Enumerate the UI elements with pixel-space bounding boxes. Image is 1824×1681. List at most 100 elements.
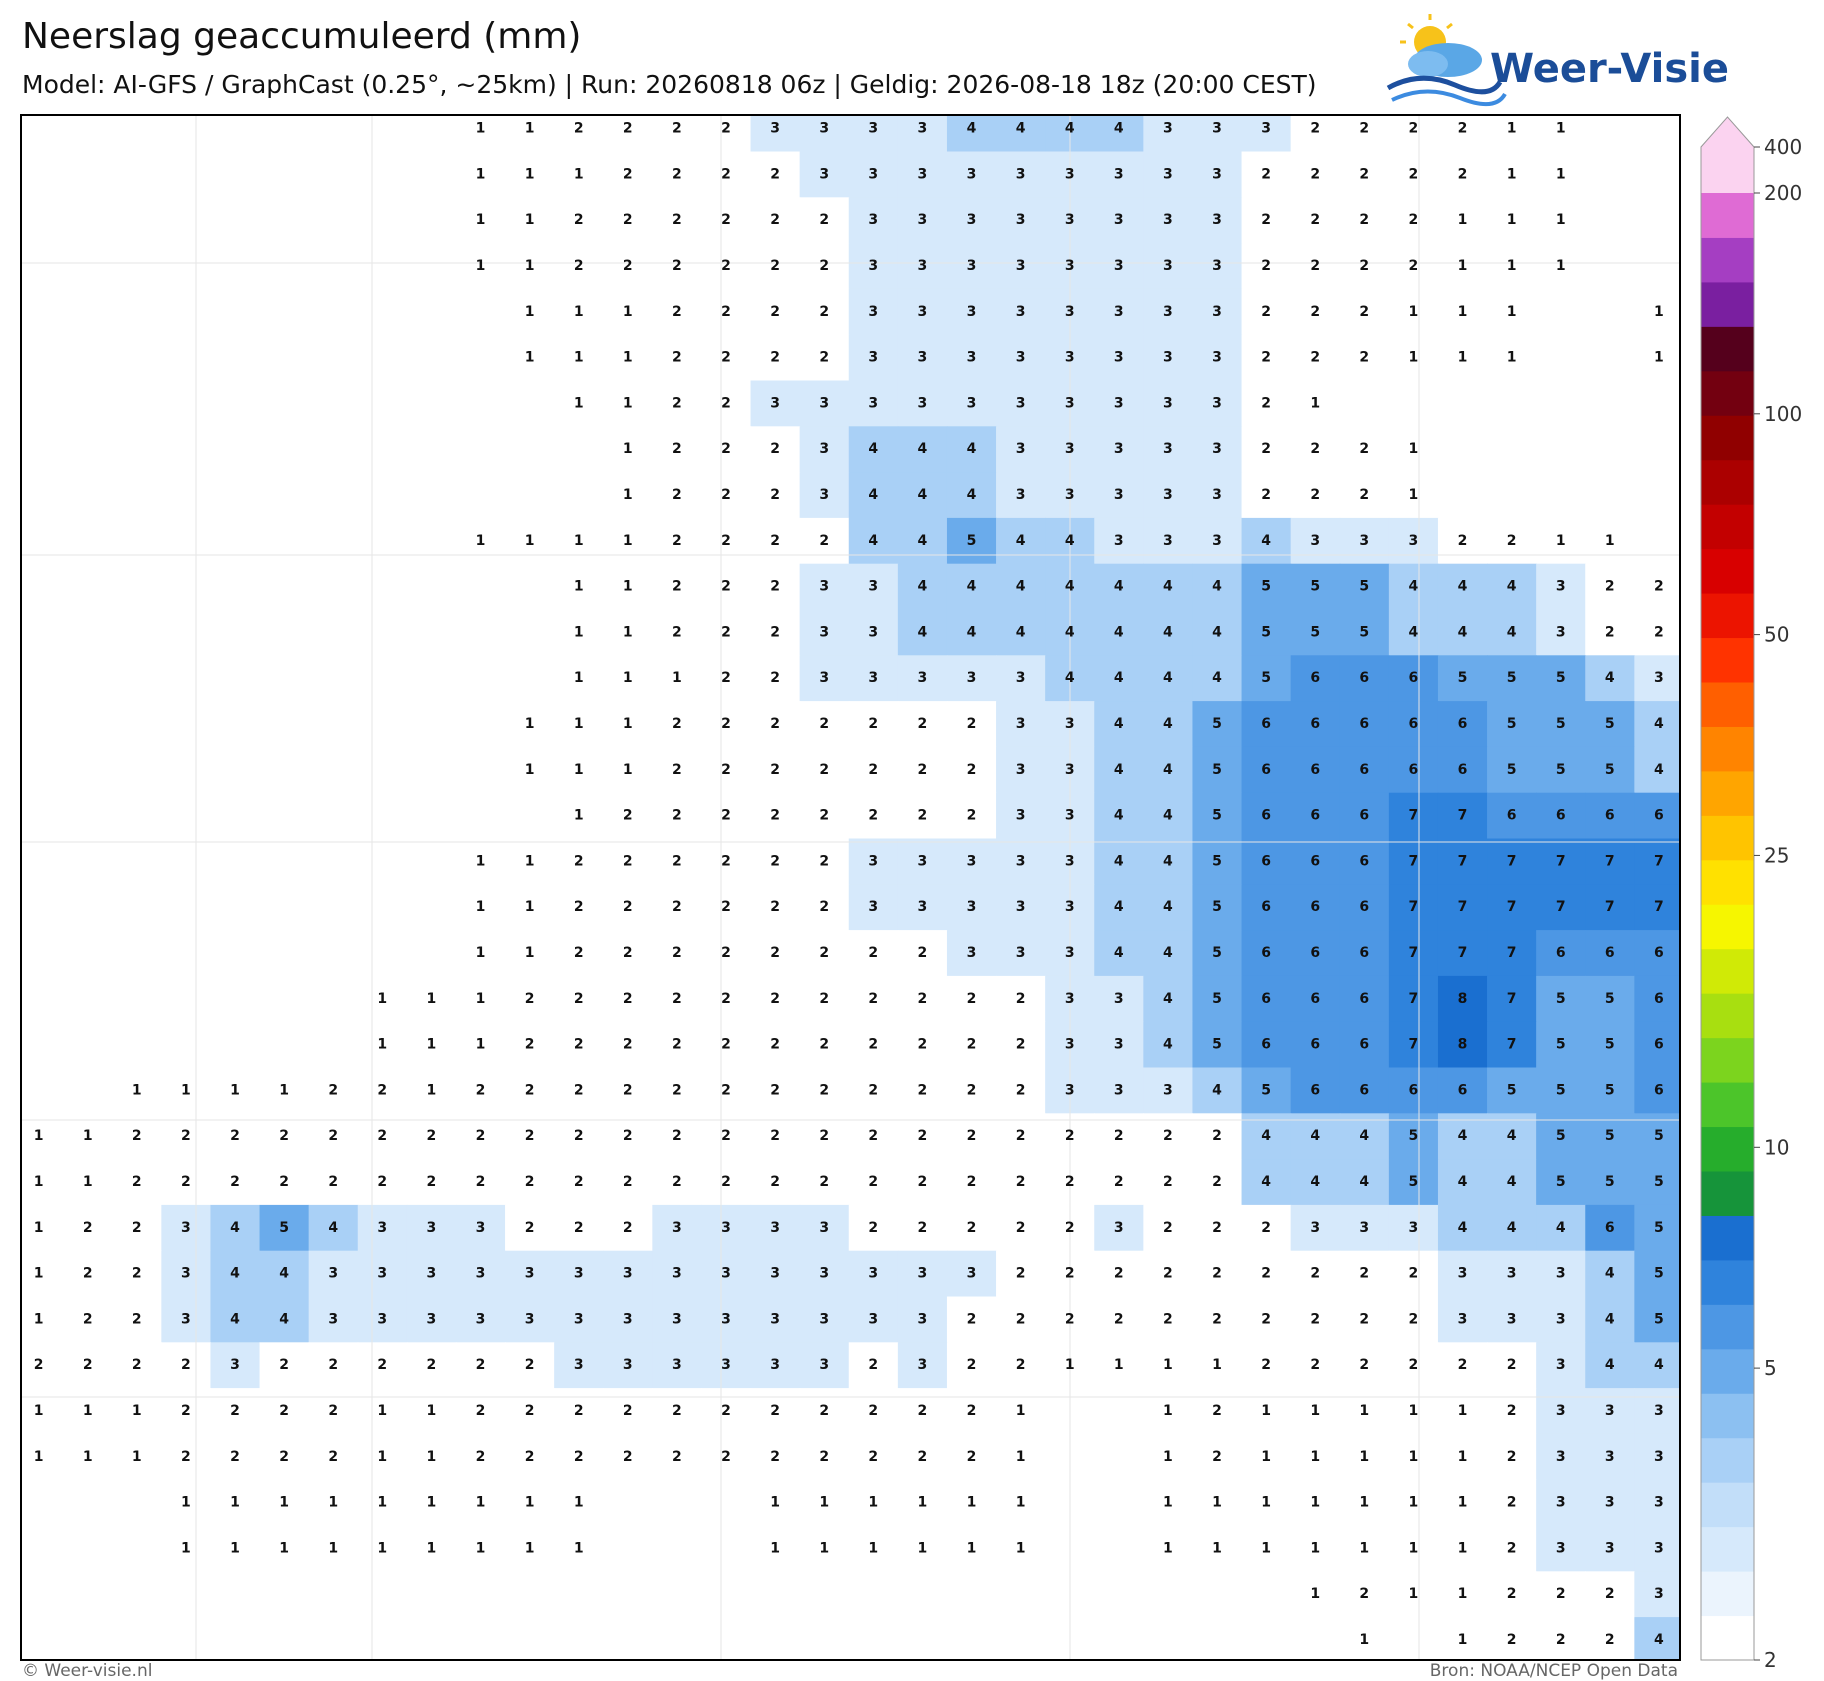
precip-value: 1 — [427, 1403, 437, 1419]
precip-value: 2 — [525, 1037, 535, 1053]
precip-value: 1 — [181, 1540, 191, 1556]
precip-cell — [897, 609, 948, 656]
precip-value: 5 — [1556, 1174, 1566, 1190]
precip-value: 1 — [476, 166, 486, 182]
precip-cell — [1536, 701, 1586, 748]
precip-value: 2 — [574, 1174, 584, 1190]
precip-value: 2 — [1458, 121, 1468, 137]
precip-cell — [1634, 1204, 1680, 1252]
precip-cell — [996, 792, 1046, 840]
precip-cell — [1290, 609, 1341, 656]
precip-value: 3 — [918, 899, 928, 915]
precip-value: 3 — [770, 395, 780, 411]
precip-value: 2 — [181, 1449, 191, 1465]
precip-value: 2 — [770, 579, 780, 595]
precip-value: 1 — [1409, 1449, 1419, 1465]
precip-value: 3 — [967, 258, 977, 274]
precip-value: 1 — [574, 350, 584, 366]
precip-cell — [897, 1433, 948, 1481]
precip-cell — [652, 115, 703, 153]
precip-cell — [1192, 151, 1243, 198]
precip-value: 6 — [1359, 762, 1369, 778]
precip-cell — [63, 1204, 113, 1252]
precip-cell — [455, 1250, 506, 1298]
precip-cell — [1094, 243, 1144, 290]
precip-value: 3 — [967, 350, 977, 366]
precip-cell — [1192, 1250, 1243, 1298]
precip-cell — [1388, 838, 1439, 885]
precip-value: 3 — [1114, 1220, 1124, 1236]
precip-value: 2 — [1507, 1357, 1517, 1373]
precip-value: 5 — [1605, 991, 1615, 1007]
precip-value: 4 — [1114, 624, 1124, 640]
precip-cell — [996, 426, 1046, 473]
precip-value: 3 — [967, 212, 977, 228]
precip-cell — [1339, 1296, 1390, 1343]
precip-cell — [799, 1159, 850, 1206]
precip-value: 2 — [1409, 121, 1419, 137]
precip-cell — [1143, 115, 1194, 153]
precip-value: 3 — [1409, 533, 1419, 549]
precip-value: 4 — [1163, 808, 1173, 824]
precip-cell — [1388, 746, 1439, 794]
precip-cell — [1585, 1296, 1635, 1343]
precip-value: 1 — [1359, 1403, 1369, 1419]
precip-cell — [554, 197, 604, 244]
precip-cell — [1290, 1159, 1341, 1206]
precip-cell — [946, 1159, 997, 1206]
colorbar-segment — [1701, 281, 1754, 327]
precip-value: 7 — [1654, 853, 1664, 869]
precip-value: 2 — [1261, 487, 1271, 503]
precip-value: 3 — [427, 1311, 437, 1327]
precip-cell — [1388, 930, 1439, 977]
precip-value: 1 — [868, 1495, 878, 1511]
colorbar-segment — [1701, 859, 1754, 905]
precip-cell — [848, 975, 899, 1023]
precip-cell — [701, 1113, 752, 1160]
precip-value: 1 — [476, 1495, 486, 1511]
precip-cell — [848, 655, 899, 702]
precip-value: 4 — [1163, 762, 1173, 778]
precip-cell — [455, 1388, 506, 1435]
precip-cell — [554, 1433, 604, 1481]
precip-cell — [750, 151, 801, 198]
precip-cell — [554, 930, 604, 977]
precip-cell — [1634, 1525, 1680, 1572]
precip-value: 2 — [1016, 1220, 1026, 1236]
precip-cell — [799, 197, 850, 244]
precip-cell — [1536, 609, 1586, 656]
precip-value: 3 — [1556, 1495, 1566, 1511]
precip-cell — [1241, 563, 1292, 611]
precip-cell — [1094, 930, 1144, 977]
precip-value: 4 — [967, 579, 977, 595]
precip-cell — [1634, 609, 1680, 656]
precip-cell — [652, 1159, 703, 1206]
precip-cell — [63, 1250, 113, 1298]
precip-cell — [799, 1250, 850, 1298]
precip-value: 2 — [967, 1174, 977, 1190]
precip-value: 2 — [672, 441, 682, 457]
precip-cell — [1634, 792, 1680, 840]
precip-cell — [701, 884, 752, 931]
precip-cell — [1192, 1296, 1243, 1343]
precip-value: 3 — [1016, 441, 1026, 457]
precip-value: 2 — [230, 1403, 240, 1419]
precip-value: 5 — [1409, 1174, 1419, 1190]
precip-value: 1 — [1163, 1540, 1173, 1556]
precip-cell — [1339, 792, 1390, 840]
precip-value: 3 — [770, 121, 780, 137]
precip-value: 2 — [819, 762, 829, 778]
precip-cell — [799, 609, 850, 656]
precip-cell — [652, 563, 703, 611]
precip-value: 7 — [1507, 945, 1517, 961]
precip-cell — [1241, 1250, 1292, 1298]
precip-cell — [1634, 1021, 1680, 1069]
precip-cell — [1634, 1617, 1680, 1660]
precip-cell — [848, 151, 899, 198]
precip-value: 2 — [868, 991, 878, 1007]
precip-value: 1 — [525, 304, 535, 320]
precip-cell — [897, 1342, 948, 1389]
precip-value: 3 — [819, 579, 829, 595]
precip-cell — [701, 243, 752, 290]
precip-cell — [1634, 655, 1680, 702]
